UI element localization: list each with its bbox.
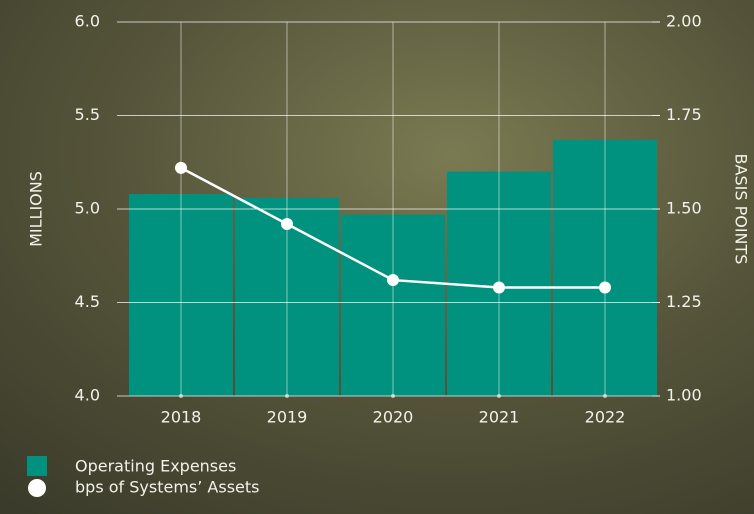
line-point xyxy=(175,161,187,174)
y-tick-label: 5.0 xyxy=(75,199,100,218)
x-tick-label: 2021 xyxy=(479,408,520,427)
legend-label: Operating Expenses xyxy=(75,457,236,476)
x-tick-label: 2020 xyxy=(373,408,414,427)
x-tick-dot xyxy=(285,394,289,398)
y-tick-label: 4.5 xyxy=(75,292,100,311)
legend-swatch xyxy=(28,479,46,497)
x-tick-label: 2019 xyxy=(267,408,308,427)
y-axis-title: MILLIONS xyxy=(27,171,46,247)
x-tick-dot xyxy=(391,394,395,398)
y2-tick-label: 1.75 xyxy=(666,105,702,124)
x-tick-label: 2022 xyxy=(585,408,626,427)
y2-tick-label: 1.50 xyxy=(666,199,702,218)
y-tick-label: 6.0 xyxy=(75,12,100,31)
y2-axis-title: BASIS POINTS xyxy=(732,154,751,265)
y2-tick-label: 2.00 xyxy=(666,12,702,31)
line-point xyxy=(493,281,505,294)
line-point xyxy=(599,281,611,294)
y2-tick-label: 1.25 xyxy=(666,292,702,311)
line-point xyxy=(281,217,293,230)
x-tick-dot xyxy=(179,394,183,398)
y-tick-label: 5.5 xyxy=(75,105,100,124)
legend-swatch xyxy=(27,456,47,476)
x-tick-dot xyxy=(603,394,607,398)
y-tick-label: 4.0 xyxy=(75,386,100,405)
x-tick-dot xyxy=(497,394,501,398)
legend-label: bps of Systems’ Assets xyxy=(75,478,259,497)
x-tick-label: 2018 xyxy=(161,408,202,427)
line-point xyxy=(387,274,399,287)
y2-tick-label: 1.00 xyxy=(666,386,702,405)
